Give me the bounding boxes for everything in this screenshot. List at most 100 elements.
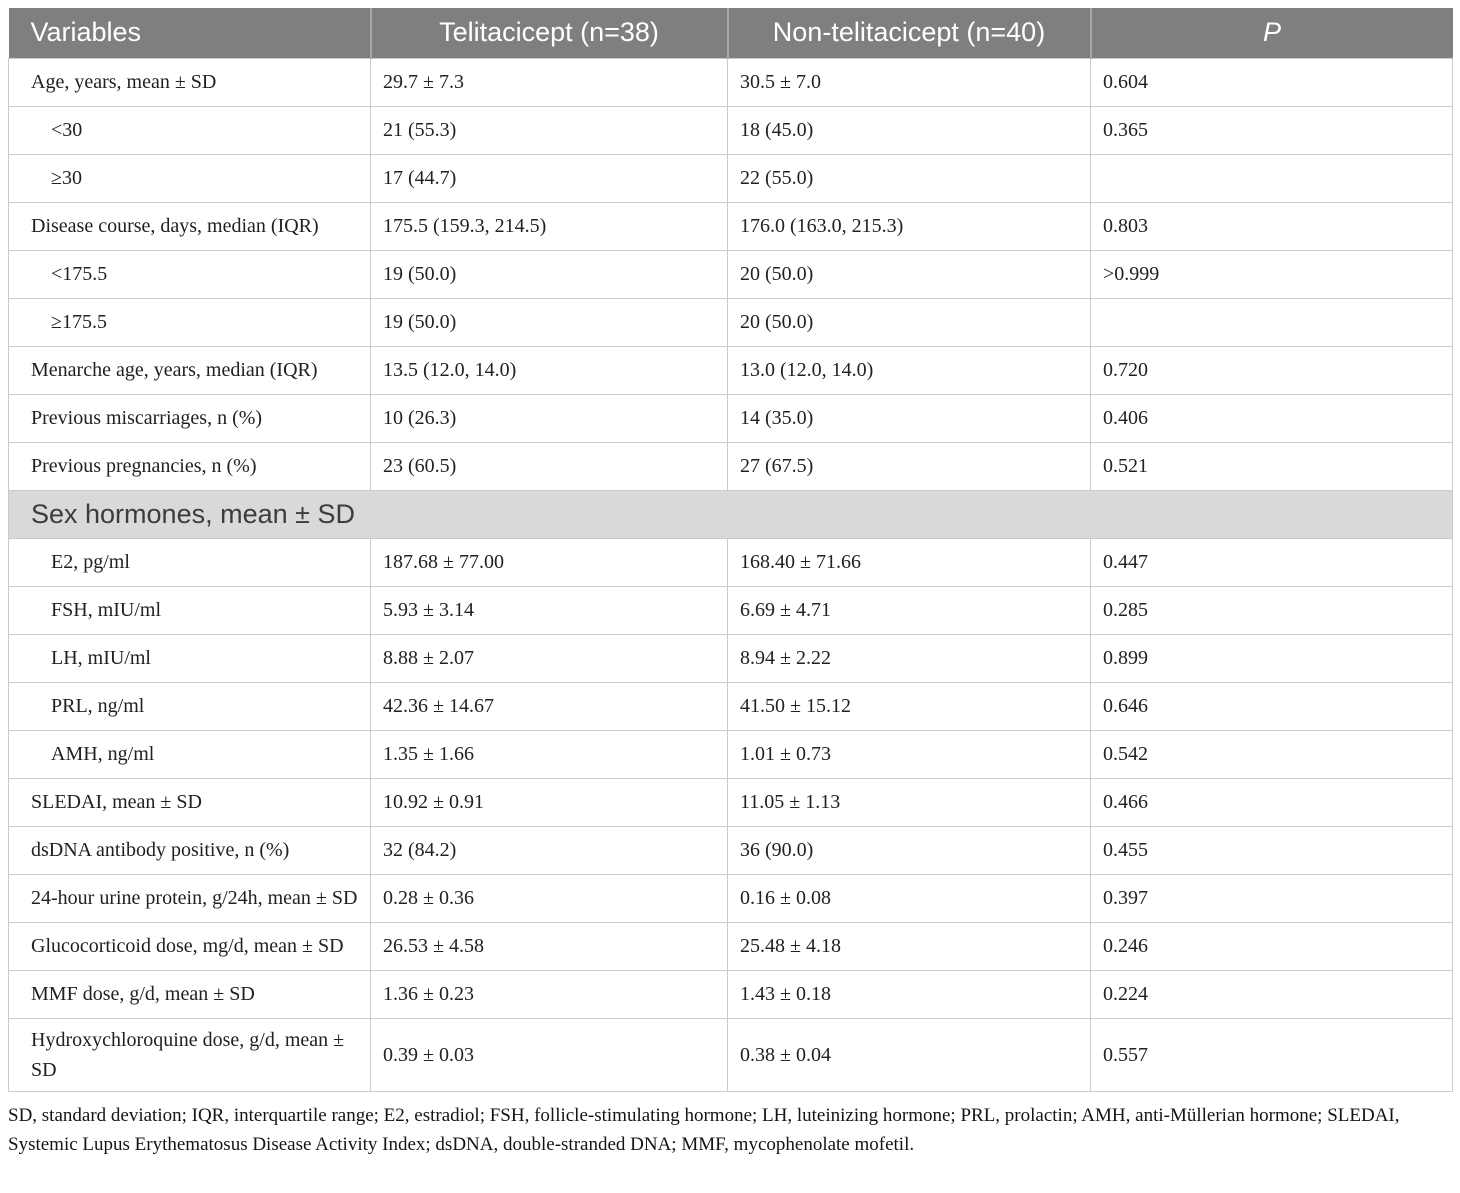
cell-telitacicept: 32 (84.2) (370, 825, 728, 875)
table-row: <30 21 (55.3) 18 (45.0) 0.365 (8, 105, 1453, 155)
table-row: PRL, ng/ml 42.36 ± 14.67 41.50 ± 15.12 0.64… (8, 681, 1453, 731)
cell-non_telitacicept: 18 (45.0) (727, 105, 1091, 155)
cell-non_telitacicept: 168.40 ± 71.66 (727, 537, 1091, 587)
column-header-telitacicept: Telitacicept (n=38) (369, 8, 728, 58)
table-row: ≥30 17 (44.7) 22 (55.0) (8, 153, 1453, 203)
baseline-characteristics-table: Variables Telitacicept (n=38) Non-telita… (8, 8, 1453, 1092)
cell-non_telitacicept: 20 (50.0) (727, 249, 1091, 299)
cell-variable: E2, pg/ml (8, 537, 371, 587)
cell-telitacicept: 1.35 ± 1.66 (370, 729, 728, 779)
cell-non_telitacicept: 27 (67.5) (727, 441, 1091, 491)
column-header-non-telitacicept: Non-telitacicept (n=40) (726, 8, 1091, 58)
cell-telitacicept: 187.68 ± 77.00 (370, 537, 728, 587)
table-header: Variables Telitacicept (n=38) Non-telita… (8, 8, 1453, 58)
cell-variable: FSH, mIU/ml (8, 585, 371, 635)
table-row: SLEDAI, mean ± SD 10.92 ± 0.91 11.05 ± 1.1… (8, 777, 1453, 827)
cell-telitacicept: 0.28 ± 0.36 (370, 873, 728, 923)
cell-non_telitacicept: 0.38 ± 0.04 (727, 1017, 1091, 1092)
table-row: MMF dose, g/d, mean ± SD 1.36 ± 0.23 1.43 … (8, 969, 1453, 1019)
cell-non_telitacicept: 22 (55.0) (727, 153, 1091, 203)
cell-variable: Glucocorticoid dose, mg/d, mean ± SD (8, 921, 371, 971)
cell-non_telitacicept: 1.43 ± 0.18 (727, 969, 1091, 1019)
cell-non_telitacicept: 14 (35.0) (727, 393, 1091, 443)
cell-variable: <30 (8, 105, 371, 155)
cell-non_telitacicept: 0.16 ± 0.08 (727, 873, 1091, 923)
header-row: Variables Telitacicept (n=38) Non-telita… (8, 8, 1453, 58)
cell-non_telitacicept: 1.01 ± 0.73 (727, 729, 1091, 779)
cell-non_telitacicept: 25.48 ± 4.18 (727, 921, 1091, 971)
section-label: Sex hormones, mean ± SD (8, 489, 1453, 539)
cell-telitacicept: 17 (44.7) (370, 153, 728, 203)
cell-telitacicept: 5.93 ± 3.14 (370, 585, 728, 635)
table-row: Previous miscarriages, n (%) 10 (26.3) 14 … (8, 393, 1453, 443)
cell-p: 0.646 (1090, 681, 1453, 731)
cell-non_telitacicept: 8.94 ± 2.22 (727, 633, 1091, 683)
cell-non_telitacicept: 6.69 ± 4.71 (727, 585, 1091, 635)
cell-telitacicept: 13.5 (12.0, 14.0) (370, 345, 728, 395)
cell-telitacicept: 10.92 ± 0.91 (370, 777, 728, 827)
column-header-p-value: P (1089, 8, 1453, 58)
cell-variable: SLEDAI, mean ± SD (8, 777, 371, 827)
cell-telitacicept: 10 (26.3) (370, 393, 728, 443)
cell-telitacicept: 23 (60.5) (370, 441, 728, 491)
cell-p: 0.604 (1090, 57, 1453, 107)
table-row: 24-hour urine protein, g/24h, mean ± SD 0… (8, 873, 1453, 923)
cell-non_telitacicept: 41.50 ± 15.12 (727, 681, 1091, 731)
cell-variable: Previous pregnancies, n (%) (8, 441, 371, 491)
table-row: <175.5 19 (50.0) 20 (50.0) >0.999 (8, 249, 1453, 299)
cell-p: 0.406 (1090, 393, 1453, 443)
cell-p: 0.542 (1090, 729, 1453, 779)
cell-non_telitacicept: 13.0 (12.0, 14.0) (727, 345, 1091, 395)
cell-p: 0.521 (1090, 441, 1453, 491)
table-row: dsDNA antibody positive, n (%) 32 (84.2) 3… (8, 825, 1453, 875)
section-row: Sex hormones, mean ± SD (8, 489, 1453, 539)
cell-non_telitacicept: 11.05 ± 1.13 (727, 777, 1091, 827)
cell-p: 0.365 (1090, 105, 1453, 155)
table-row: Menarche age, years, median (IQR) 13.5 (1… (8, 345, 1453, 395)
table-row: LH, mIU/ml 8.88 ± 2.07 8.94 ± 2.22 0.899 (8, 633, 1453, 683)
cell-variable: 24-hour urine protein, g/24h, mean ± SD (8, 873, 371, 923)
cell-non_telitacicept: 176.0 (163.0, 215.3) (727, 201, 1091, 251)
cell-variable: PRL, ng/ml (8, 681, 371, 731)
cell-variable: Menarche age, years, median (IQR) (8, 345, 371, 395)
cell-p: 0.803 (1090, 201, 1453, 251)
cell-variable: LH, mIU/ml (8, 633, 371, 683)
cell-p: 0.557 (1090, 1017, 1453, 1092)
table-row: AMH, ng/ml 1.35 ± 1.66 1.01 ± 0.73 0.542 (8, 729, 1453, 779)
table-body: Age, years, mean ± SD 29.7 ± 7.3 30.5 ± 7.… (8, 57, 1453, 1092)
table-row: FSH, mIU/ml 5.93 ± 3.14 6.69 ± 4.71 0.285 (8, 585, 1453, 635)
cell-telitacicept: 29.7 ± 7.3 (370, 57, 728, 107)
table-row: Glucocorticoid dose, mg/d, mean ± SD 26.5… (8, 921, 1453, 971)
cell-p: 0.397 (1090, 873, 1453, 923)
table-row: Disease course, days, median (IQR) 175.5 … (8, 201, 1453, 251)
cell-telitacicept: 0.39 ± 0.03 (370, 1017, 728, 1092)
table-row: ≥175.5 19 (50.0) 20 (50.0) (8, 297, 1453, 347)
cell-p: 0.720 (1090, 345, 1453, 395)
cell-p: 0.285 (1090, 585, 1453, 635)
cell-telitacicept: 19 (50.0) (370, 249, 728, 299)
column-header-variables: Variables (8, 8, 371, 58)
cell-telitacicept: 42.36 ± 14.67 (370, 681, 728, 731)
cell-variable: ≥30 (8, 153, 371, 203)
cell-variable: Previous miscarriages, n (%) (8, 393, 371, 443)
cell-p: 0.447 (1090, 537, 1453, 587)
cell-variable: Disease course, days, median (IQR) (8, 201, 371, 251)
cell-p: 0.466 (1090, 777, 1453, 827)
cell-p: 0.246 (1090, 921, 1453, 971)
table-footnote: SD, standard deviation; IQR, interquarti… (8, 1104, 1400, 1155)
cell-variable: AMH, ng/ml (8, 729, 371, 779)
cell-non_telitacicept: 30.5 ± 7.0 (727, 57, 1091, 107)
cell-p: 0.899 (1090, 633, 1453, 683)
cell-telitacicept: 175.5 (159.3, 214.5) (370, 201, 728, 251)
table-row: Age, years, mean ± SD 29.7 ± 7.3 30.5 ± 7.… (8, 57, 1453, 107)
cell-telitacicept: 19 (50.0) (370, 297, 728, 347)
cell-telitacicept: 21 (55.3) (370, 105, 728, 155)
cell-variable: MMF dose, g/d, mean ± SD (8, 969, 371, 1019)
cell-variable: dsDNA antibody positive, n (%) (8, 825, 371, 875)
cell-variable: Hydroxychloroquine dose, g/d, mean ± SD (8, 1017, 371, 1092)
table-row: Hydroxychloroquine dose, g/d, mean ± SD 0… (8, 1017, 1453, 1092)
cell-p: >0.999 (1090, 249, 1453, 299)
cell-telitacicept: 26.53 ± 4.58 (370, 921, 728, 971)
cell-p (1090, 297, 1453, 347)
